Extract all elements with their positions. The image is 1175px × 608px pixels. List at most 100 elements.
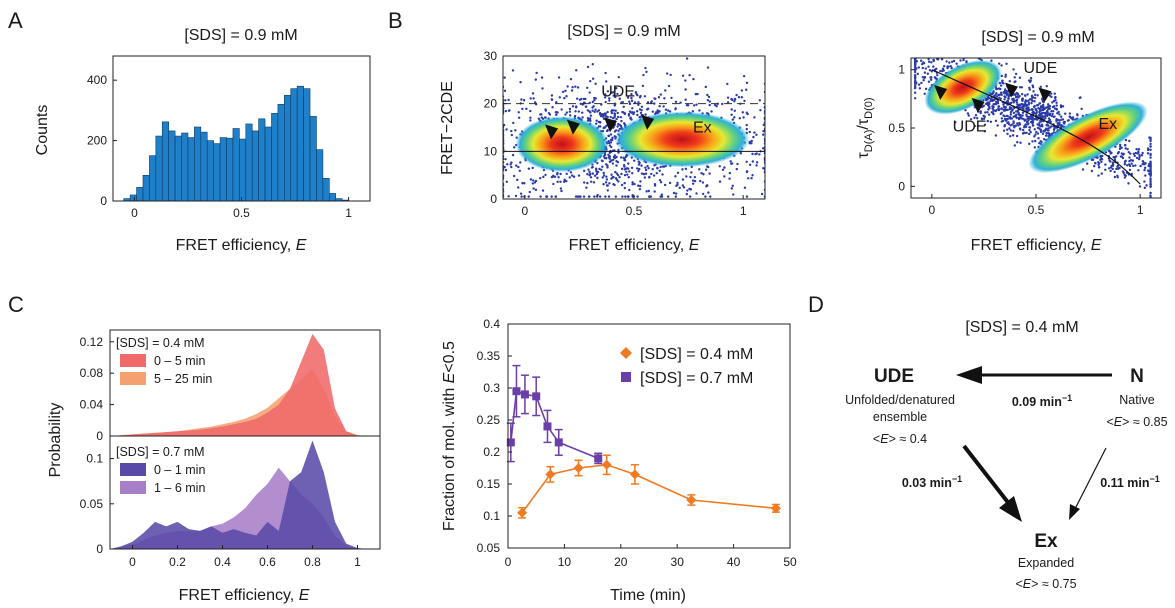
scatter-b2-point xyxy=(989,97,993,101)
scatter-b1-point xyxy=(616,160,620,164)
scatter-b2-point xyxy=(914,44,916,46)
scatter-b2-point xyxy=(1045,132,1048,135)
scatter-b2-point xyxy=(941,38,943,40)
scatter-b1-point xyxy=(651,168,654,171)
scatter-b2-point xyxy=(1021,128,1025,132)
scatter-b2-point xyxy=(984,102,988,106)
scatter-b1-point xyxy=(653,102,656,105)
scatter-b1-point xyxy=(676,171,680,175)
scatter-b2-point xyxy=(1109,166,1113,169)
scatter-b1-point xyxy=(648,195,651,198)
scatter-b1-point xyxy=(605,80,608,83)
scatter-b1-point xyxy=(597,109,601,112)
scatter-b1-point xyxy=(604,112,607,115)
histogram-bar xyxy=(142,175,150,202)
scatter-b2-point xyxy=(1127,163,1131,166)
scatter-b1-point xyxy=(637,163,641,166)
scatter-b1-point xyxy=(605,129,609,133)
scatter-b1-point xyxy=(674,175,677,178)
scatter-b2-point xyxy=(926,72,930,75)
scatter-b2-point xyxy=(954,54,956,56)
scatter-b2-point xyxy=(1047,129,1050,132)
scatter-b1-ytick-label: 0 xyxy=(490,192,497,206)
scatter-b2-point xyxy=(1042,107,1045,111)
scatter-b1-point xyxy=(628,170,631,173)
scatter-b2-point xyxy=(1099,158,1102,162)
scatter-b2-point xyxy=(996,124,999,127)
scatter-b2-point xyxy=(1146,147,1150,150)
fraction-ytick-label: 0.15 xyxy=(477,477,501,491)
scatter-b2-point xyxy=(1013,144,1016,147)
histogram-bar xyxy=(194,126,202,202)
scatter-b2-point xyxy=(914,55,916,57)
scatter-b2-point xyxy=(914,54,916,56)
scatter-b1-point xyxy=(574,85,577,88)
scatter-b1-point xyxy=(595,172,599,176)
scatter-b2-point xyxy=(983,115,986,118)
scatter-b1-point xyxy=(642,172,646,176)
scatter-b2-point xyxy=(1021,99,1024,103)
scatter-b2-point xyxy=(1124,159,1127,163)
scatter-b1-point xyxy=(531,182,535,185)
scatter-b1-point xyxy=(652,174,656,177)
scatter-b2-point xyxy=(928,69,932,72)
histogram-bar xyxy=(271,113,279,202)
scatter-b1-point xyxy=(692,104,696,107)
scatter-b2-point xyxy=(1055,104,1058,107)
scatter-b1-point xyxy=(698,168,701,171)
data-point-diamond xyxy=(517,507,528,518)
scatter-b1-point xyxy=(605,157,608,160)
scatter-b1-point xyxy=(588,170,591,174)
scatter-b1-point xyxy=(748,130,751,134)
scatter-b1-point xyxy=(588,91,591,94)
scatter-b1-point xyxy=(745,123,748,127)
scatter-b2-point xyxy=(1020,86,1024,89)
scatter-b2-point xyxy=(976,117,979,120)
scatter-b1-point xyxy=(574,195,578,198)
scatter-b2-point xyxy=(1039,128,1043,131)
scatter-b1-point xyxy=(730,97,733,101)
scatter-b1-point xyxy=(587,168,590,171)
scatter-b2-point xyxy=(1038,142,1041,145)
histogram-bar xyxy=(187,137,195,202)
scatter-b1-point xyxy=(614,177,618,180)
scatter-b2-point xyxy=(1003,125,1006,128)
scatter-b1-point xyxy=(563,96,566,100)
histogram-bar xyxy=(245,123,253,202)
scatter-b2-point xyxy=(1004,75,1007,78)
scatter-b1-point xyxy=(664,108,668,111)
scatter-b2-point xyxy=(1053,115,1056,118)
scatter-b2-point xyxy=(1029,98,1032,101)
scatter-b2-point xyxy=(935,58,939,61)
scatter-b1-ytick-label: 30 xyxy=(484,49,498,63)
scatter-b2-point xyxy=(1107,167,1111,170)
scatter-b2-point xyxy=(1009,111,1013,114)
scatter-b2-point xyxy=(917,66,921,69)
scatter-b1-point xyxy=(637,169,640,173)
scatter-b1-point xyxy=(631,107,634,110)
scatter-b1-point xyxy=(740,96,744,99)
scatter-b1-point xyxy=(552,182,555,186)
data-point-square xyxy=(532,392,541,401)
scatter-b1-xtick-label: 0.5 xyxy=(626,204,643,218)
scatter-b1-point xyxy=(666,109,670,112)
scatter-b1-point xyxy=(619,156,623,159)
scatter-b1-point xyxy=(618,176,621,179)
scatter-b2-point xyxy=(1025,113,1028,116)
scatter-b1-point xyxy=(745,170,749,174)
scatter-b1-point xyxy=(608,160,612,163)
data-point-diamond xyxy=(573,463,584,473)
scatter-b2-point xyxy=(924,67,927,70)
scatter-b2-point xyxy=(1109,152,1112,155)
scatter-b2-point xyxy=(1014,124,1018,127)
scatter-b1-point xyxy=(511,69,515,72)
scatter-b1-point xyxy=(684,98,687,101)
scatter-b2-point xyxy=(1139,164,1142,168)
scatter-b2-point xyxy=(1149,152,1152,156)
scatter-b1-point xyxy=(640,109,643,112)
scatter-b2-point xyxy=(921,62,924,66)
scatter-b2-point xyxy=(1027,79,1031,82)
scatter-b1-point xyxy=(731,184,734,187)
scatter-b2-point xyxy=(1054,95,1057,99)
scatter-b1-point xyxy=(574,110,577,113)
